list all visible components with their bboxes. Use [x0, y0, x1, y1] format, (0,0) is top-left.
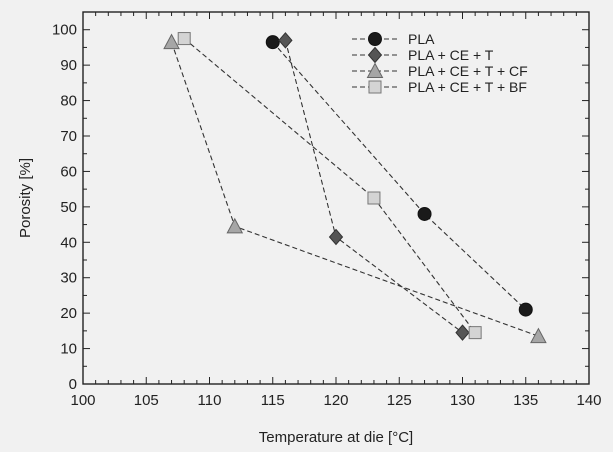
data-point	[417, 206, 432, 221]
x-tick-label: 115	[261, 392, 285, 409]
y-tick-labels: 0 10 20 30 40 50 60 70 80 90 100	[52, 22, 77, 393]
y-tick-label: 10	[60, 341, 77, 358]
data-point	[518, 302, 533, 317]
y-tick-label: 0	[69, 376, 77, 393]
series-line	[183, 38, 476, 333]
axis-ticks	[82, 11, 590, 385]
legend-marker	[368, 80, 382, 94]
legend-label: PLA + CE + T + CF	[408, 63, 528, 79]
x-tick-label: 140	[576, 392, 601, 409]
data-point	[530, 327, 547, 344]
y-axis-title: Porosity [%]	[17, 158, 34, 238]
data-point	[328, 228, 344, 246]
legend-label: PLA	[408, 31, 435, 47]
x-tick-label: 120	[323, 392, 348, 409]
x-tick-label: 100	[70, 392, 95, 409]
data-point	[163, 33, 180, 50]
x-axis-title: Temperature at die [°C]	[259, 429, 413, 446]
series-2	[278, 32, 470, 341]
legend-label: PLA + CE + T + BF	[408, 79, 527, 95]
plot-area	[82, 11, 590, 385]
y-tick-label: 30	[60, 270, 77, 287]
y-tick-label: 20	[60, 305, 77, 322]
series-line	[272, 41, 527, 310]
data-point	[177, 32, 191, 46]
legend-marker	[368, 32, 382, 46]
x-tick-label: 125	[387, 392, 412, 409]
data-point	[468, 326, 482, 340]
series-3	[163, 33, 547, 344]
y-tick-label: 100	[52, 22, 77, 39]
y-tick-label: 40	[60, 234, 77, 251]
y-tick-label: 80	[60, 93, 77, 110]
series-4	[177, 32, 482, 340]
legend-marker	[366, 62, 384, 78]
data-point	[367, 191, 381, 205]
x-tick-label: 110	[198, 392, 222, 409]
x-tick-label: 135	[513, 392, 538, 409]
data-point	[226, 217, 244, 234]
y-tick-label: 90	[60, 57, 77, 74]
series-1	[265, 35, 533, 317]
x-tick-label: 130	[450, 392, 475, 409]
x-tick-labels: 100 105 110 115 120 125 130 135 140	[70, 392, 601, 409]
data-point	[278, 32, 293, 49]
x-tick-label: 105	[134, 392, 159, 409]
data-point	[265, 35, 280, 50]
y-tick-label: 70	[60, 128, 77, 145]
legend-label: PLA + CE + T	[408, 47, 494, 63]
data-point	[455, 324, 470, 341]
y-tick-label: 60	[60, 163, 77, 180]
series-layer	[163, 32, 547, 344]
y-tick-label: 50	[60, 199, 77, 216]
